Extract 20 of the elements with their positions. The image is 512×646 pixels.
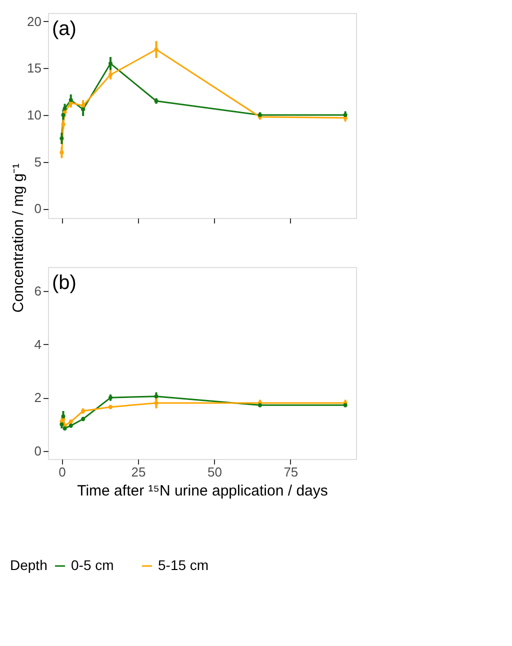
y-tick-label: 15 [27,60,42,76]
y-tick-label: 10 [27,108,42,123]
legend-title: Depth [10,557,48,573]
x-tick-label: 50 [207,464,222,480]
x-tick-label: 25 [131,464,146,480]
annotation: (a) [52,18,76,40]
y-tick-label: 4 [34,336,42,352]
annotation: (b) [52,272,76,294]
y-tick-label: 5 [34,154,42,170]
x-tick-label: 75 [284,464,298,480]
legend-label: 5-15 cm [158,557,209,573]
y-tick-label: 2 [34,390,42,406]
y-axis-title: Concentration / mg g⁻¹ [10,163,27,313]
y-tick-label: 20 [27,14,42,29]
y-tick-label: 0 [34,201,42,216]
legend-label: 0-5 cm [71,557,114,573]
y-tick-label: 0 [34,444,42,458]
x-tick-label: 0 [58,464,66,480]
x-axis-title: Time after ¹⁵N urine application / days [77,482,328,500]
y-tick-label: 6 [34,284,42,298]
